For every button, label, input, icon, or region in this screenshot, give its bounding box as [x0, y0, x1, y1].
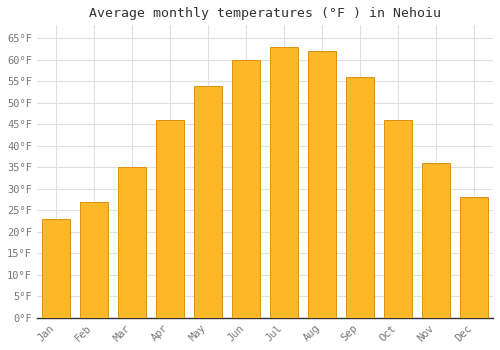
Title: Average monthly temperatures (°F ) in Nehoiu: Average monthly temperatures (°F ) in Ne…: [89, 7, 441, 20]
Bar: [194, 85, 222, 318]
Bar: [42, 219, 70, 318]
Bar: [308, 51, 336, 318]
Bar: [80, 202, 108, 318]
Bar: [270, 47, 298, 318]
Bar: [384, 120, 412, 318]
Bar: [346, 77, 374, 318]
Bar: [460, 197, 488, 318]
Bar: [422, 163, 450, 318]
Bar: [232, 60, 260, 318]
Bar: [118, 167, 146, 318]
Bar: [156, 120, 184, 318]
